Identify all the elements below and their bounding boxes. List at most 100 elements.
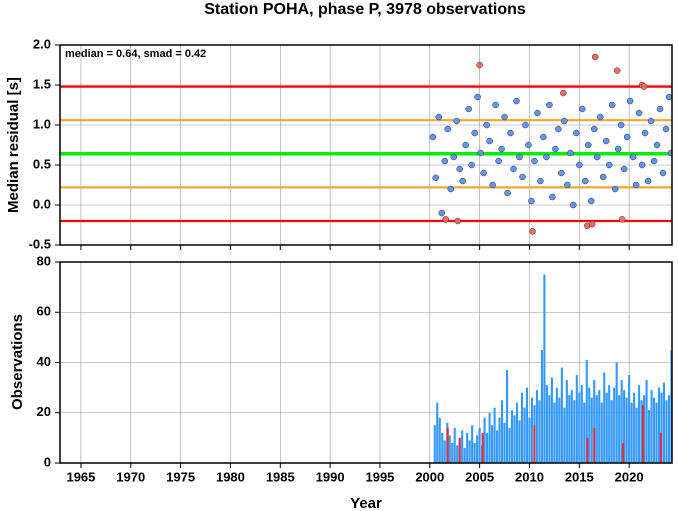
bar	[652, 397, 656, 463]
point	[632, 181, 640, 189]
point	[620, 165, 628, 173]
bar	[548, 395, 551, 463]
point	[531, 157, 538, 165]
point	[483, 121, 490, 129]
bar	[510, 410, 514, 463]
bar	[451, 442, 454, 463]
bar	[642, 405, 645, 463]
point	[635, 109, 643, 117]
marks	[60, 53, 672, 235]
point	[659, 169, 667, 177]
bar	[565, 380, 568, 463]
x-tick-label: 1990	[316, 469, 345, 484]
bar	[523, 407, 526, 463]
point	[665, 93, 672, 101]
point	[644, 177, 652, 185]
bar	[483, 417, 486, 463]
point	[454, 217, 461, 225]
x-tick-label: 2015	[565, 469, 594, 484]
bar	[453, 427, 456, 463]
point	[516, 153, 523, 161]
point	[650, 157, 658, 165]
bar	[593, 427, 596, 463]
y-tick-label: 0.0	[33, 196, 51, 211]
bar	[608, 385, 611, 463]
y-tick-label: 20	[37, 404, 51, 419]
point	[546, 101, 553, 109]
point	[573, 129, 580, 137]
bar	[466, 432, 469, 463]
panel: -0.5 0.0 0.5 1.0 1.5 2.0	[29, 36, 673, 251]
bar	[473, 442, 476, 463]
point	[447, 185, 454, 193]
bar	[520, 392, 524, 463]
point	[486, 137, 493, 145]
point	[555, 125, 562, 133]
plot-frame	[59, 44, 673, 246]
y-tick-label: 80	[37, 253, 51, 268]
point	[529, 228, 536, 235]
point	[507, 129, 514, 137]
point	[498, 145, 505, 153]
point	[513, 97, 520, 105]
bar	[580, 385, 583, 463]
y-tick-label: -0.5	[29, 236, 51, 251]
bar	[530, 397, 534, 463]
point	[640, 83, 648, 90]
point	[468, 161, 475, 169]
point	[432, 174, 440, 182]
point	[522, 121, 529, 129]
bar	[476, 435, 479, 463]
bar	[508, 427, 511, 463]
point	[608, 101, 616, 109]
bar	[628, 375, 631, 463]
bar	[630, 402, 633, 463]
marks	[433, 274, 672, 463]
bar	[458, 437, 461, 463]
point	[638, 161, 646, 169]
point	[435, 113, 443, 121]
x-tick-label: 1970	[116, 469, 145, 484]
y-tick-label: 60	[37, 304, 51, 319]
bar	[605, 392, 608, 463]
bar	[583, 402, 586, 463]
point	[474, 93, 481, 101]
bar	[615, 362, 618, 463]
point	[501, 113, 508, 121]
point	[528, 197, 535, 205]
bar	[573, 400, 576, 463]
point	[543, 153, 550, 161]
bar	[538, 400, 541, 463]
point	[476, 61, 483, 69]
bar	[471, 425, 474, 463]
bar	[603, 372, 606, 463]
point	[667, 149, 672, 157]
bar	[553, 402, 556, 463]
point	[552, 145, 559, 153]
point	[489, 181, 496, 189]
bar	[528, 417, 531, 463]
point	[534, 109, 541, 117]
bar	[600, 402, 603, 463]
point	[441, 157, 448, 165]
point	[480, 169, 487, 177]
bar	[463, 447, 466, 463]
x-tick-label: 2005	[465, 469, 494, 484]
bar	[640, 400, 643, 463]
x-tick-label: 1980	[216, 469, 245, 484]
bar	[518, 420, 521, 463]
point	[456, 165, 463, 173]
bar	[618, 395, 621, 463]
y-tick-label: 40	[37, 354, 51, 369]
point	[605, 161, 613, 169]
point	[537, 177, 544, 185]
point	[471, 129, 478, 137]
bar	[533, 425, 536, 463]
bar	[448, 435, 451, 463]
y-axis-label: Observations	[9, 314, 26, 410]
point	[662, 125, 670, 133]
bar	[436, 402, 439, 463]
bar	[481, 432, 484, 463]
point	[613, 67, 621, 74]
bar	[586, 437, 589, 463]
